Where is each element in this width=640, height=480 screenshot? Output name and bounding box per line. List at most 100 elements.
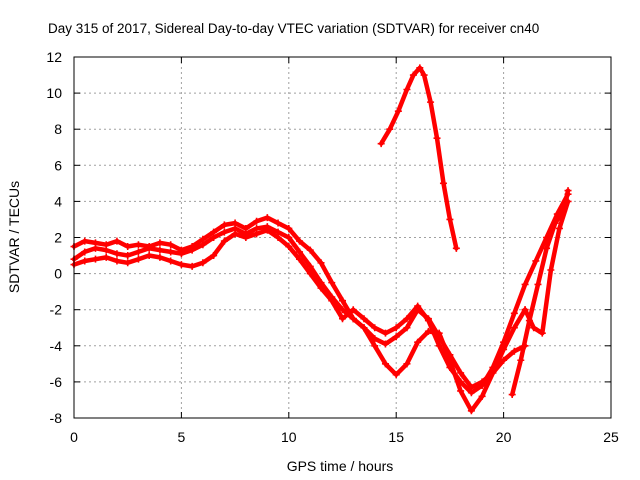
data-point xyxy=(517,356,525,364)
data-point xyxy=(446,215,454,223)
data-point xyxy=(371,342,379,350)
data-point xyxy=(339,306,346,314)
data-point xyxy=(403,324,411,332)
data-point xyxy=(394,107,402,115)
series-line xyxy=(378,65,459,251)
data-point xyxy=(349,315,357,323)
data-point xyxy=(263,214,271,222)
data-point xyxy=(102,246,110,254)
data-point xyxy=(231,230,239,238)
data-point xyxy=(210,234,218,241)
data-point xyxy=(381,340,389,348)
data-point xyxy=(371,324,379,332)
data-point xyxy=(253,230,261,238)
data-point xyxy=(349,306,357,314)
data-point xyxy=(167,257,175,265)
data-point xyxy=(145,252,153,260)
data-point xyxy=(296,248,304,256)
data-point xyxy=(134,248,142,256)
data-point xyxy=(339,297,346,305)
chart-title: Day 315 of 2017, Sidereal Day-to-day VTE… xyxy=(48,21,539,36)
data-point xyxy=(500,356,508,364)
data-point xyxy=(274,219,282,227)
data-point xyxy=(403,315,411,323)
data-point xyxy=(381,329,389,337)
data-point xyxy=(81,257,89,265)
data-point xyxy=(167,241,175,249)
data-point xyxy=(564,197,572,205)
data-point xyxy=(317,259,325,267)
series-arc-3 xyxy=(70,190,572,397)
data-point xyxy=(328,279,336,287)
series-arc-2 xyxy=(70,223,529,415)
data-point xyxy=(210,252,218,260)
data-point xyxy=(339,315,346,323)
data-point xyxy=(91,255,99,263)
data-point xyxy=(381,360,389,368)
data-point xyxy=(360,315,368,323)
data-point xyxy=(439,179,447,187)
data-point xyxy=(510,309,518,317)
data-point xyxy=(220,221,228,229)
data-point xyxy=(435,329,443,337)
y-tick-label: -2 xyxy=(50,302,63,318)
data-point xyxy=(296,237,304,245)
data-point xyxy=(392,371,400,379)
data-point xyxy=(263,226,271,234)
data-point xyxy=(156,253,164,261)
data-point xyxy=(403,85,411,93)
data-point xyxy=(532,257,540,265)
data-point xyxy=(534,280,542,288)
y-tick-label: 8 xyxy=(54,121,62,137)
data-point xyxy=(296,255,304,263)
data-point xyxy=(177,250,185,258)
data-point xyxy=(306,246,314,254)
data-point xyxy=(134,241,142,249)
data-point xyxy=(220,228,228,236)
data-point xyxy=(102,253,110,261)
data-point xyxy=(392,324,400,332)
data-point xyxy=(124,259,132,267)
x-axis-label: GPS time / hours xyxy=(287,458,394,474)
x-tick-label: 5 xyxy=(178,429,186,445)
data-point xyxy=(424,317,432,325)
data-point xyxy=(467,389,475,397)
data-point xyxy=(435,342,443,350)
data-point xyxy=(478,392,486,400)
data-point xyxy=(360,324,368,332)
data-point xyxy=(467,407,475,415)
y-tick-label: 4 xyxy=(54,193,62,209)
data-point xyxy=(530,324,538,332)
data-point xyxy=(177,261,185,269)
data-point xyxy=(199,259,207,267)
grid xyxy=(74,57,611,418)
y-tick-label: 6 xyxy=(54,157,62,173)
data-point xyxy=(113,250,121,258)
data-point xyxy=(433,134,441,142)
data-point xyxy=(416,64,424,72)
data-point xyxy=(420,71,428,79)
data-point xyxy=(113,237,121,245)
data-point xyxy=(392,333,400,341)
data-point xyxy=(521,306,529,314)
x-tick-label: 0 xyxy=(70,429,78,445)
data-point xyxy=(188,246,196,254)
data-point xyxy=(253,217,261,225)
data-point xyxy=(188,262,196,270)
data-point xyxy=(145,244,153,252)
x-tick-label: 10 xyxy=(281,429,297,445)
data-point xyxy=(457,387,465,395)
data-point xyxy=(124,252,132,260)
y-tick-label: 10 xyxy=(46,85,62,101)
series-arc-4 xyxy=(377,64,460,252)
data-point xyxy=(328,297,336,305)
data-point xyxy=(543,244,551,252)
data-point xyxy=(446,363,454,371)
data-point xyxy=(81,248,89,256)
data-point xyxy=(547,266,555,274)
data-point xyxy=(167,248,175,256)
y-tick-label: -6 xyxy=(50,374,63,390)
data-point xyxy=(564,187,572,195)
y-tick-label: 2 xyxy=(54,230,62,246)
